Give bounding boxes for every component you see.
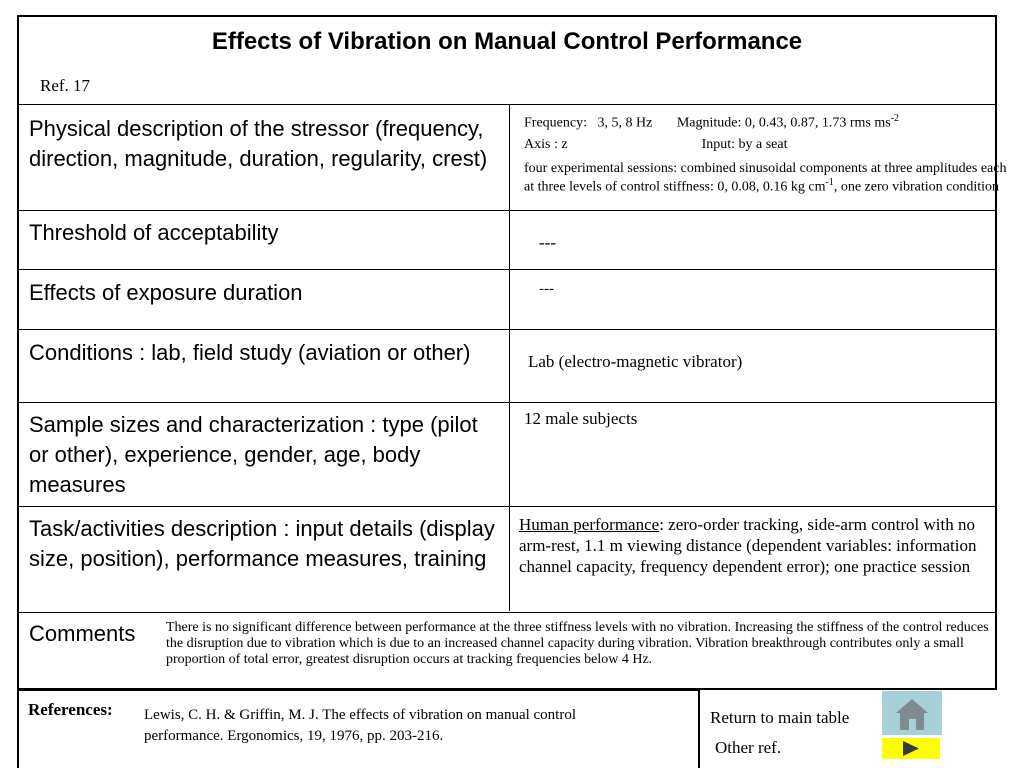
threshold-label: Threshold of acceptability — [29, 220, 279, 245]
exposure-value: --- — [539, 281, 554, 297]
input-value: Input: by a seat — [701, 137, 788, 152]
frequency-label: Frequency: — [524, 115, 587, 131]
play-arrow-icon — [903, 741, 919, 756]
sessions-description: four experimental sessions: combined sin… — [524, 162, 1014, 195]
divider — [19, 210, 995, 211]
references-text: Lewis, C. H. & Griffin, M. J. The effect… — [144, 707, 577, 744]
frequency-value: 3, 5, 8 Hz — [597, 115, 653, 131]
main-table: Effects of Vibration on Manual Control P… — [17, 15, 1007, 690]
frequency-line: Frequency: 3, 5, 8 Hz Magnitude: 0, 0.43… — [524, 113, 899, 132]
references-label: References: — [28, 700, 113, 719]
task-value-heading: Human performance — [519, 515, 660, 534]
return-to-main-table-link[interactable]: Return to main table — [710, 708, 850, 727]
axis-line: Axis : z Input: by a seat — [524, 137, 787, 153]
navigation-panel: Return to main table Other ref. — [700, 689, 1024, 768]
divider — [19, 612, 995, 613]
column-divider — [509, 104, 510, 611]
next-ref-button[interactable] — [882, 738, 940, 759]
exposure-label: Effects of exposure duration — [29, 280, 303, 305]
comments-label: Comments — [29, 621, 136, 646]
divider — [19, 402, 995, 403]
axis-value: Axis : z — [524, 137, 568, 152]
ref-number: Ref. 17 — [40, 76, 91, 95]
divider — [19, 506, 995, 507]
divider — [19, 269, 995, 270]
magnitude-unit-exponent: -2 — [890, 113, 900, 124]
home-button[interactable] — [882, 691, 942, 735]
comments-value: There is no significant difference betwe… — [166, 620, 989, 667]
magnitude-value: Magnitude: 0, 0.43, 0.87, 1.73 rms ms — [676, 115, 891, 131]
task-value-body: : zero-order tracking, side-arm control … — [519, 515, 977, 576]
other-ref-link[interactable]: Other ref. — [715, 738, 782, 757]
conditions-value: Lab (electro-magnetic vibrator) — [528, 352, 743, 371]
sample-label: Sample sizes and characterization : type… — [29, 412, 478, 497]
sessions-main: four experimental sessions: combined sin… — [524, 161, 1007, 195]
threshold-value: --- — [539, 233, 556, 252]
page-title: Effects of Vibration on Manual Control P… — [211, 28, 803, 55]
sessions-unit-exponent: -1 — [825, 177, 834, 188]
task-label: Task/activities description : input deta… — [29, 516, 495, 571]
references-box: References: Lewis, C. H. & Griffin, M. J… — [17, 689, 700, 768]
conditions-label: Conditions : lab, field study (aviation … — [29, 340, 471, 365]
divider — [19, 104, 995, 105]
house-icon — [896, 699, 928, 730]
stressor-label: Physical description of the stressor (fr… — [29, 116, 488, 171]
divider — [19, 329, 995, 330]
task-value: Human performance: zero-order tracking, … — [519, 514, 994, 577]
sessions-tail: , one zero vibration condition — [833, 179, 1000, 195]
sample-value: 12 male subjects — [524, 409, 638, 428]
